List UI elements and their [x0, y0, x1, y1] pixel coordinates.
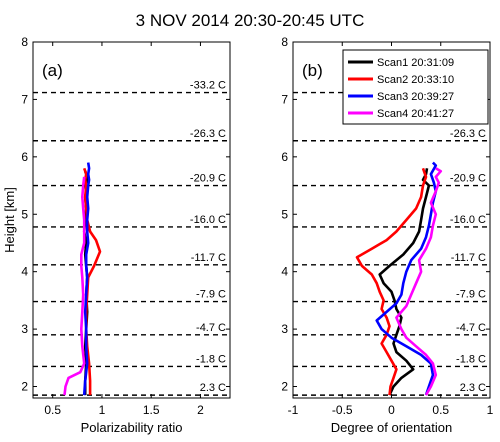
- y-tick-label: 2: [21, 380, 28, 394]
- x-tick-label: 0.5: [44, 403, 61, 417]
- temperature-level-label: -7.9 C: [196, 289, 226, 301]
- x-tick-label: 0: [388, 403, 395, 417]
- x-axis-label: Polarizability ratio: [81, 420, 183, 435]
- legend-entry-scan3: Scan3 20:39:27: [377, 91, 454, 103]
- x-tick-label: 1.5: [143, 403, 160, 417]
- legend-entry-scan2: Scan2 20:33:10: [377, 74, 454, 86]
- y-tick-label: 6: [21, 150, 28, 164]
- y-tick-label: 2: [281, 380, 288, 394]
- series-line-scan2: [355, 167, 428, 396]
- series-line-scan1: [378, 168, 431, 396]
- panel-label: (a): [42, 61, 63, 80]
- temperature-level-label: -16.0 C: [190, 214, 226, 226]
- figure-title: 3 NOV 2014 20:30-20:45 UTC: [136, 11, 365, 30]
- temperature-level-label: 2.3 C: [200, 382, 226, 394]
- legend-entry-scan4: Scan4 20:41:27: [377, 108, 454, 120]
- x-tick-label: -1: [288, 403, 299, 417]
- temperature-level-label: -4.7 C: [456, 322, 486, 334]
- temperature-level-label: 2.3 C: [460, 382, 486, 394]
- temperature-level-label: -33.2 C: [190, 80, 226, 92]
- series-line-scan3: [82, 162, 91, 396]
- y-tick-label: 7: [281, 92, 288, 106]
- x-tick-label: -0.5: [332, 403, 353, 417]
- temperature-level-label: -20.9 C: [450, 173, 486, 185]
- x-tick-label: 1: [99, 403, 106, 417]
- y-tick-label: 7: [21, 92, 28, 106]
- series-line-scan4: [63, 176, 86, 396]
- temperature-level-label: -1.8 C: [196, 353, 226, 365]
- y-tick-label: 3: [21, 322, 28, 336]
- x-tick-label: 0.5: [432, 403, 449, 417]
- y-tick-label: 6: [281, 150, 288, 164]
- y-tick-label: 4: [21, 265, 28, 279]
- temperature-level-label: -26.3 C: [190, 128, 226, 140]
- temperature-level-label: -20.9 C: [190, 173, 226, 185]
- y-tick-label: 5: [21, 207, 28, 221]
- y-tick-label: 8: [281, 35, 288, 49]
- legend-entry-scan1: Scan1 20:31:09: [377, 57, 454, 69]
- temperature-level-label: -11.7 C: [191, 252, 226, 264]
- y-tick-label: 3: [281, 322, 288, 336]
- x-tick-label: 1: [487, 403, 494, 417]
- panel-a: 2 3 4 5 6 7 8 0.5 1 1.5 2 -33.2 C -26.3 C -20.9 C -16.…: [2, 35, 231, 435]
- axes-frame: [32, 41, 231, 399]
- x-tick-label: 2: [197, 403, 204, 417]
- y-tick-label: 5: [281, 207, 288, 221]
- y-axis-label: Height [km]: [2, 187, 17, 253]
- x-axis-label: Degree of orientation: [331, 420, 452, 435]
- temperature-level-label: -26.3 C: [450, 128, 486, 140]
- series-line-scan4: [395, 167, 443, 396]
- temperature-level-label: -11.7 C: [451, 252, 486, 264]
- temperature-level-label: -16.0 C: [450, 214, 486, 226]
- temperature-level-label: -7.9 C: [456, 289, 486, 301]
- temperature-level-label: -1.8 C: [456, 353, 486, 365]
- temperature-level-label: -4.7 C: [196, 322, 226, 334]
- y-tick-label: 4: [281, 265, 288, 279]
- y-tick-label: 8: [21, 35, 28, 49]
- panel-label: (b): [302, 61, 323, 80]
